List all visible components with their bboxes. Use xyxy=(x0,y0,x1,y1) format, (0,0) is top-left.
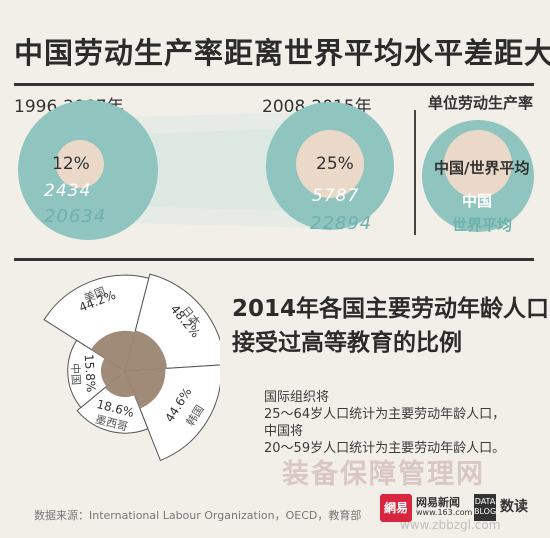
note-line3: 中国将 xyxy=(264,424,304,439)
world-value-2: 22894 xyxy=(310,213,373,234)
china-circle-2 xyxy=(296,130,364,198)
legend-world-label: 世界平均 xyxy=(452,216,513,234)
ratio-2: 25% xyxy=(316,154,354,174)
productivity-circles xyxy=(18,100,394,240)
vertical-divider xyxy=(414,110,416,235)
pie-category-label-4: 中国 xyxy=(68,363,82,386)
pie-core-4 xyxy=(100,358,125,387)
legend-china-circle xyxy=(444,130,512,198)
note-line1: 国际组织将 xyxy=(264,390,330,405)
unit-label: 单位劳动生产率 xyxy=(428,94,534,112)
education-title-line2: 接受过高等教育的比例 xyxy=(232,330,462,356)
education-title-line1: 2014年各国主要劳动年龄人口中 xyxy=(232,296,550,322)
legend-ratio-label: 中国/世界平均 xyxy=(434,159,530,177)
data-blog-icon: DATA BLOG xyxy=(474,494,496,521)
legend-china-label: 中国 xyxy=(462,192,493,210)
pie-core-1 xyxy=(125,330,167,371)
netease-news-label: 网易新闻 xyxy=(416,496,460,509)
china-value-1: 2434 xyxy=(44,181,92,201)
shudu-label: 数读 xyxy=(500,499,528,515)
pie-core-3 xyxy=(104,371,135,398)
legend-circles xyxy=(422,120,534,232)
netease-news-url: www.163.com xyxy=(416,508,473,517)
note-line2: 25～64岁人口统计为主要劳动年龄人口， xyxy=(264,407,506,422)
middle-divider xyxy=(14,258,534,261)
pie-core-0 xyxy=(91,330,136,371)
ratio-1: 12% xyxy=(52,154,90,174)
watermark-url: www.zbbzgl.com xyxy=(400,518,501,532)
world-value-1: 20634 xyxy=(44,206,107,227)
netease-logo: 網易 xyxy=(380,494,412,522)
china-value-2: 5787 xyxy=(312,186,360,206)
watermark: 装备保障管理网 xyxy=(282,459,485,490)
pie-core-2 xyxy=(125,368,166,409)
note-line4: 20～59岁人口统计为主要劳动年龄人口。 xyxy=(264,441,506,456)
data-source: 数据来源：International Labour Organization，O… xyxy=(34,509,362,522)
pie-slice-4 xyxy=(67,339,126,409)
page-title: 中国劳动生产率距离世界平均水平差距大 xyxy=(14,36,550,70)
china-circle-1 xyxy=(56,140,104,188)
top-divider xyxy=(14,83,534,86)
pie-value-label-4: 15.8% xyxy=(82,354,98,393)
